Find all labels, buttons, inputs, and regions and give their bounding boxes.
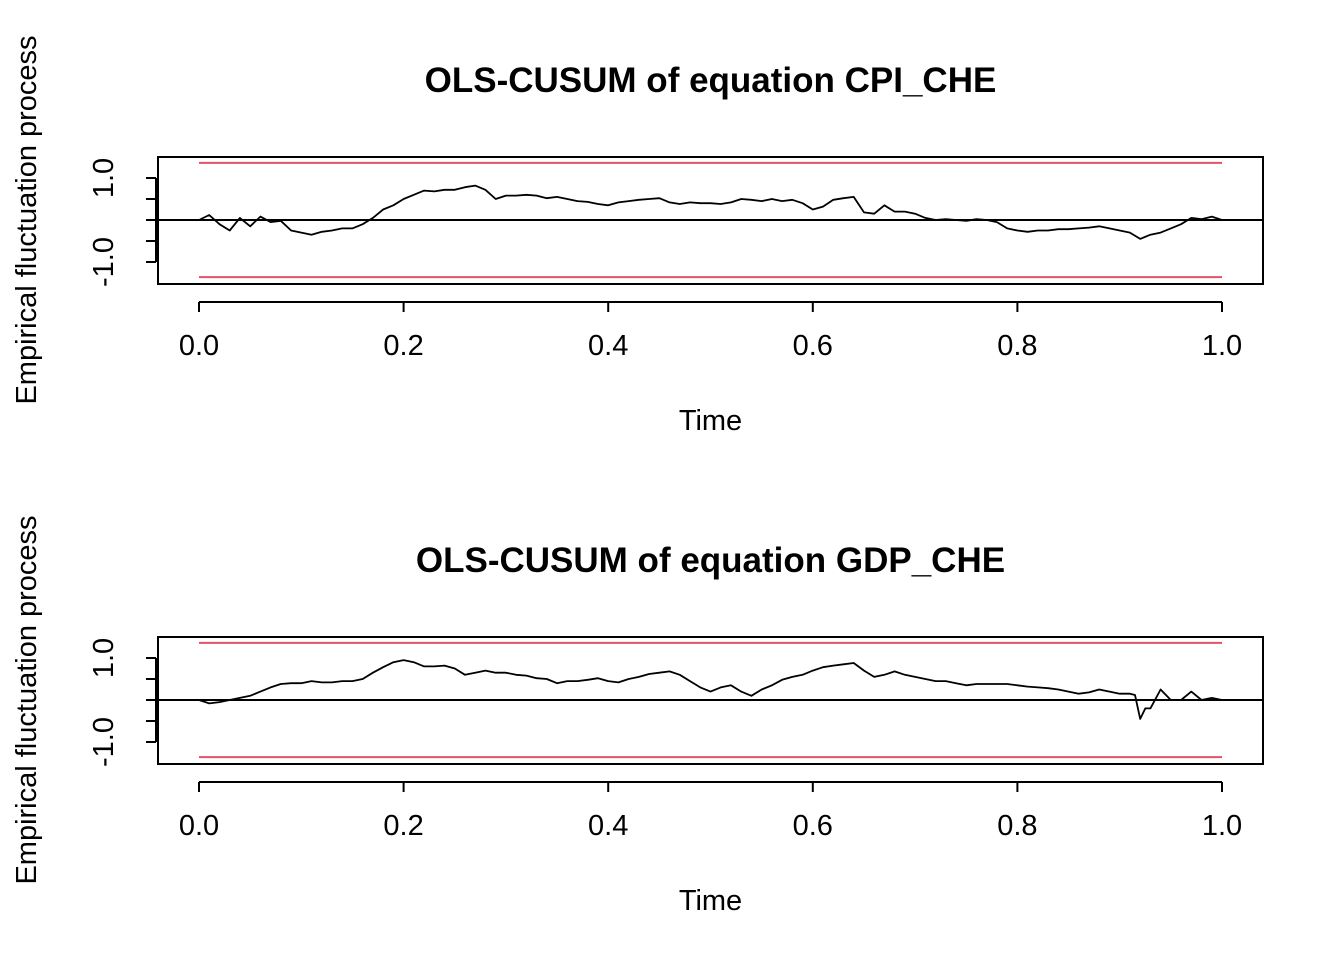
y-tick-label: 1.0 [88,158,120,198]
x-tick-label: 0.4 [588,330,628,362]
x-tick-label: 0.8 [997,330,1037,362]
x-tick-label: 1.0 [1202,330,1242,362]
y-tick-label: 1.0 [88,638,120,678]
y-axis-label: Empirical fluctuation process [11,515,43,884]
x-tick-label: 0.4 [588,810,628,842]
x-tick-label: 0.2 [383,330,423,362]
x-tick-label: 0.6 [793,810,833,842]
chart-title: OLS-CUSUM of equation CPI_CHE [425,61,997,100]
y-tick-label: -1.0 [88,717,120,767]
x-tick-label: 0.2 [383,810,423,842]
chart-title: OLS-CUSUM of equation GDP_CHE [416,541,1005,580]
x-tick-label: 0.6 [793,330,833,362]
chart-panel-1: OLS-CUSUM of equation CPI_CHE 0.0 0.2 0.4 0.… [11,35,1264,437]
y-axis-label: Empirical fluctuation process [11,35,43,404]
x-tick-label: 0.0 [179,810,219,842]
x-tick-label: 0.0 [179,330,219,362]
series-line [198,659,1223,720]
chart-panel-2: OLS-CUSUM of equation GDP_CHE 0.0 0.2 0.4 0.… [11,515,1264,917]
x-tick-label: 0.8 [997,810,1037,842]
x-tick-label: 1.0 [1202,810,1242,842]
y-tick-label: -1.0 [88,237,120,287]
x-axis-label: Time [679,405,742,437]
series-line [198,184,1223,240]
x-axis-label: Time [679,885,742,917]
